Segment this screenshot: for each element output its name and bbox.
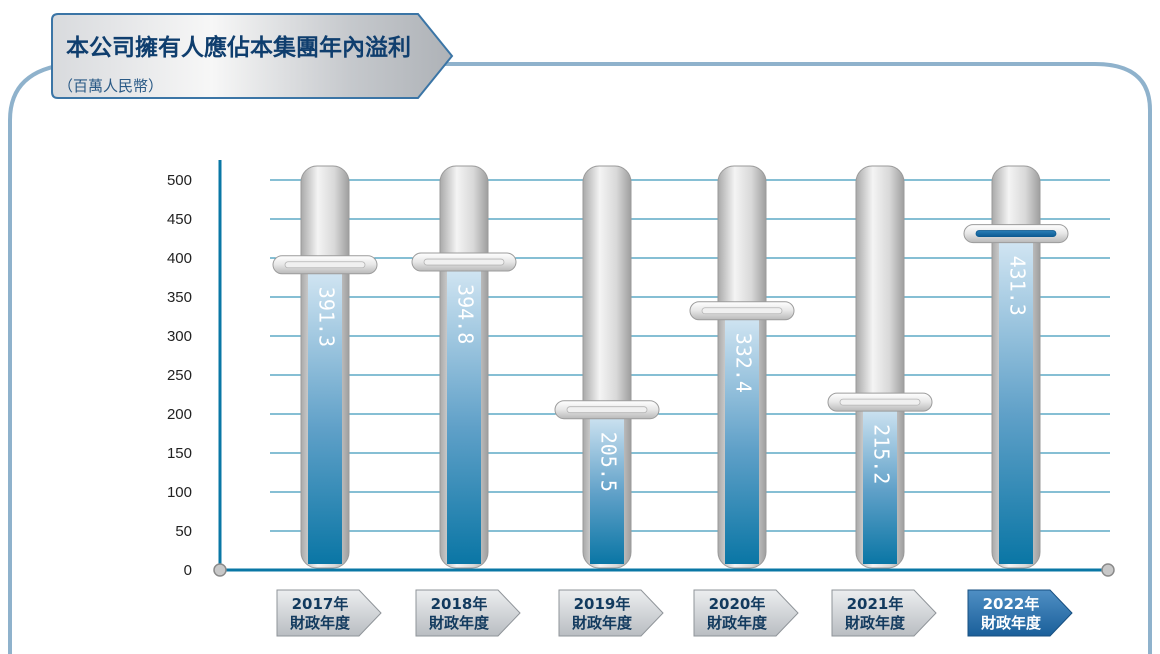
bar-ring-inner: [839, 398, 921, 406]
y-tick-label: 250: [167, 367, 192, 384]
category-tag-shape: [415, 589, 521, 637]
bar-ring-inner: [566, 406, 648, 414]
category-label: 財政年度: [289, 614, 351, 632]
category-label: 2019年: [574, 595, 631, 613]
bar-group: 391.3: [272, 165, 378, 569]
category-tag-shape: [558, 589, 664, 637]
bar-ring-inner: [423, 258, 505, 266]
bar: [308, 264, 342, 564]
grid-lines: [270, 179, 1110, 532]
bar-ring-inner: [284, 261, 366, 269]
category-tag-shape: [693, 589, 799, 637]
bar: [447, 262, 481, 564]
y-tick-label: 150: [167, 445, 192, 462]
y-tick-label: 350: [167, 289, 192, 306]
chart-title: 本公司擁有人應佔本集團年內溢利: [66, 34, 411, 61]
category-label: 2022年: [983, 595, 1040, 613]
y-tick-label: 0: [184, 562, 192, 579]
bars: 391.3 394.8 205.5 332.4 215.2 431.3: [272, 165, 1069, 569]
bar: [863, 402, 897, 564]
bar-group: 205.5: [554, 165, 660, 569]
category-label: 2017年: [292, 595, 349, 613]
y-tick-label: 200: [167, 406, 192, 423]
bar-group: 332.4: [689, 165, 795, 569]
category-label: 財政年度: [428, 614, 490, 632]
y-tick-label: 300: [167, 328, 192, 345]
bar: [590, 409, 624, 564]
chart-subtitle: （百萬人民幣）: [58, 77, 163, 95]
bar: [999, 233, 1033, 564]
category-label: 2018年: [431, 595, 488, 613]
bar: [725, 310, 759, 564]
category-label: 2020年: [709, 595, 766, 613]
category-label: 財政年度: [844, 614, 906, 632]
y-tick-labels: 0 50 100 150 200 250 300 350 400 450 500: [167, 172, 192, 579]
bar-ring-inner: [975, 230, 1057, 237]
bar-group: 394.8: [411, 165, 517, 569]
y-tick-label: 100: [167, 484, 192, 501]
axis-end-cap: [213, 563, 227, 577]
bar-group: 215.2: [827, 165, 933, 569]
category-label: 財政年度: [571, 614, 633, 632]
bar-value-label: 332.4: [732, 333, 756, 393]
axes: [213, 160, 1115, 577]
bar-value-label: 394.8: [454, 284, 478, 344]
axis-end-cap: [1101, 563, 1115, 577]
category-label: 財政年度: [706, 614, 768, 632]
category-tag-shape: [831, 589, 937, 637]
bar-ring-inner: [701, 307, 783, 315]
bar-value-label: 391.3: [315, 287, 339, 347]
bar-value-label: 215.2: [870, 424, 894, 484]
title-banner: 本公司擁有人應佔本集團年內溢利 （百萬人民幣）: [51, 13, 454, 99]
category-label: 2021年: [847, 595, 904, 613]
bar-value-label: 205.5: [597, 432, 621, 492]
bar-value-label: 431.3: [1006, 256, 1030, 316]
category-tag-shape: [276, 589, 382, 637]
category-tag-shape: [967, 589, 1073, 637]
category-tags: 2017年財政年度2018年財政年度2019年財政年度2020年財政年度2021…: [276, 589, 1073, 637]
bar-group: 431.3: [963, 165, 1069, 569]
chart-frame: [8, 62, 1152, 654]
y-tick-label: 450: [167, 211, 192, 228]
y-tick-label: 50: [175, 523, 192, 540]
y-tick-label: 500: [167, 172, 192, 189]
category-label: 財政年度: [980, 614, 1042, 632]
y-tick-label: 400: [167, 250, 192, 267]
